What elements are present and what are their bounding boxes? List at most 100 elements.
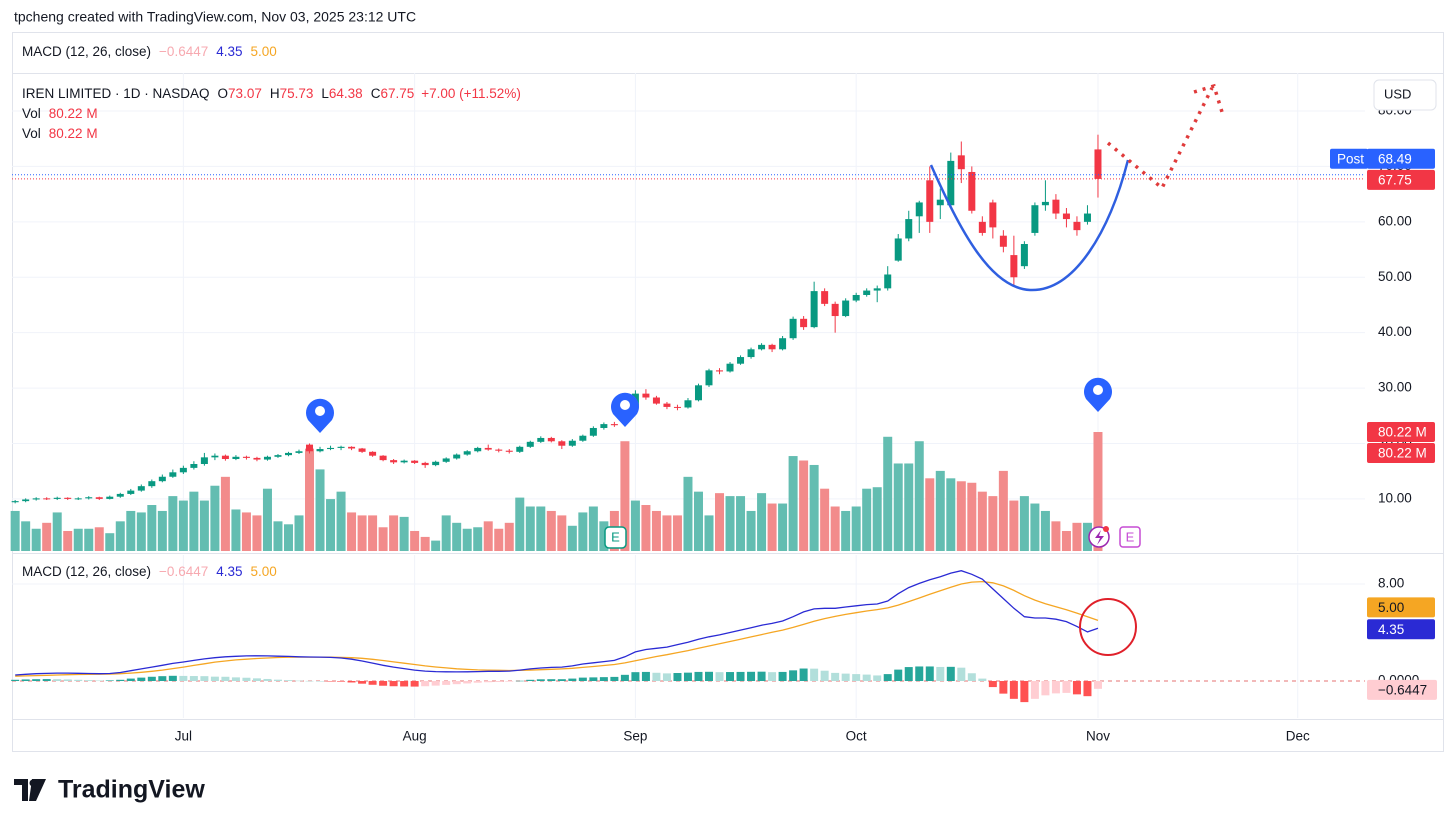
candle-body [22,499,30,502]
histogram-bar [526,679,535,682]
volume-legend: Vol 80.22 M [22,106,98,121]
histogram-bar [778,671,787,682]
earnings-icon[interactable] [604,526,627,549]
histogram-bar [295,680,303,682]
candle-body [148,481,156,487]
volume-bar [630,500,640,551]
candle-body [989,202,997,228]
candle-body [758,344,766,350]
histogram-bar [263,678,272,682]
post-price-label: 68.49 [1378,151,1412,166]
volume-bar [872,487,882,551]
volume-bar [94,527,104,551]
candle-body [694,385,702,401]
macd-label-box [1367,619,1435,640]
histogram-bar [536,679,545,682]
y-tick-label: 60.00 [1378,213,1412,228]
candle-body [810,291,818,328]
candle-body [95,497,103,499]
histogram-bar [442,681,451,685]
volume-bar [168,496,178,551]
volume-bar [862,488,872,551]
histogram-bar [221,676,230,682]
dividend-glyph [1095,530,1104,545]
macd-legend: MACD (12, 26, close) −0.6447 4.35 5.00 [22,564,277,579]
candle-body [737,357,745,364]
volume-bar [147,505,157,551]
histogram-bar [494,681,503,682]
volume-label: 80.22 M [1378,446,1427,461]
forecast-arrowhead [1193,83,1224,113]
earnings-icon[interactable] [1119,526,1141,548]
candle-body [463,451,471,455]
candle-body [821,291,829,304]
candle-body [232,456,240,460]
drawings: E E [306,83,1224,656]
candle-body [190,464,198,468]
histogram-bar [179,675,188,682]
volume-bar [84,528,94,551]
histogram-bar [389,681,398,687]
y-tick-label: 40.00 [1378,324,1412,339]
candle-body [831,303,839,317]
volume-bar [410,530,420,551]
candle-body [789,318,797,339]
candle-body [894,238,902,261]
histogram-bar [683,672,692,682]
candle-body [642,393,650,398]
candle-body [169,472,177,477]
histogram-bar [210,676,219,682]
candle-body [211,455,219,458]
candle-body [11,501,19,503]
histogram-bar [841,673,850,682]
volume-bar [725,496,735,551]
histogram-bar [252,678,261,682]
histogram-bar [326,681,335,682]
histogram-bar [231,677,240,682]
pin [306,398,334,433]
volume-bar [473,527,483,551]
volume-bar [1040,510,1050,551]
candle-body [600,424,608,428]
cup-drawing [929,159,1130,292]
volume-bar [31,528,41,551]
open-value: 73.07 [228,86,262,101]
candle-body [537,437,545,442]
volume-label-box [1367,443,1435,463]
candle-body [957,155,965,170]
candle-body [421,462,429,466]
candle-body [390,460,398,463]
histogram-bar [368,681,377,685]
volume-label-box [1367,422,1435,442]
currency-button[interactable] [1373,79,1437,111]
volume-bar [231,509,241,551]
ohlc-prefix: H [270,86,280,101]
candle-body [306,444,314,452]
candle-body [474,447,482,452]
candle-body [484,447,492,450]
candle-body [358,448,366,452]
volume-bar [452,522,462,551]
candle-body [1094,149,1102,179]
candle-body [768,344,776,350]
candle-body [432,461,440,466]
change-label: +7.00 (+11.52%) [421,86,521,101]
volume-bar [1093,432,1103,551]
histogram-bar [358,681,367,684]
histogram-bar [1041,681,1050,696]
candle-body [747,349,755,358]
candle-body [610,424,618,426]
volume-bar [305,448,315,551]
candle-body [1010,255,1018,278]
candle-body [873,288,881,291]
volume-bar [893,463,903,551]
volume-bar [504,522,514,551]
histogram-bar [936,666,945,682]
volume-bar [841,510,851,551]
histogram-bar [410,681,419,687]
histogram-bar [799,668,808,682]
x-tick-label: Jul [175,729,192,744]
candle-body [106,496,114,499]
candle-body [337,446,345,448]
